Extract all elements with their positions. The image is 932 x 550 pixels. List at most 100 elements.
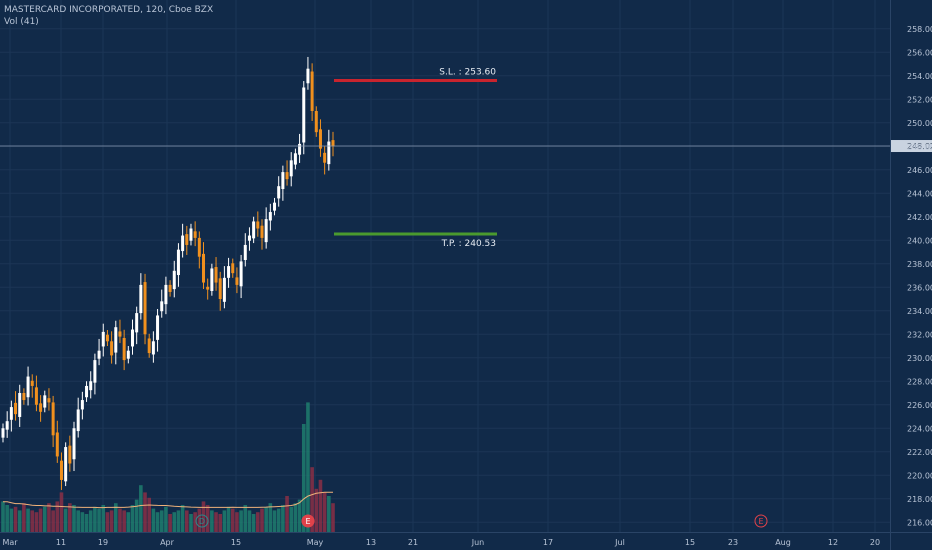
volume-bar: [26, 508, 30, 532]
candle-body: [101, 331, 105, 347]
candle-body: [51, 402, 55, 436]
volume-bar: [59, 492, 64, 532]
x-tick-label: Mar: [2, 538, 18, 547]
y-tick-label: 224.00: [907, 424, 932, 433]
candle-body: [68, 445, 72, 464]
volume-bar: [180, 505, 185, 532]
dividend-marker[interactable]: [195, 514, 209, 528]
x-tick-label: 23: [728, 538, 738, 547]
y-tick-label: 256.00: [907, 48, 932, 57]
candle-body: [139, 284, 143, 314]
volume-bar: [306, 402, 310, 532]
candle-body: [114, 327, 118, 353]
candle-body: [247, 235, 251, 241]
candle-body: [135, 313, 139, 333]
volume-bar: [118, 508, 122, 532]
x-tick-label: 11: [56, 538, 66, 547]
y-tick-label: 238.00: [907, 260, 932, 269]
current-price-label: 248.02: [907, 142, 932, 151]
volume-bar: [168, 514, 172, 532]
x-tick-label: 19: [98, 538, 108, 547]
candle-body: [310, 71, 314, 111]
symbol-title[interactable]: MASTERCARD INCORPORATED, 120, Cboe BZX: [4, 5, 214, 15]
volume-bar: [155, 512, 160, 532]
y-tick-label: 222.00: [907, 448, 932, 457]
x-tick-label: Jun: [471, 538, 485, 547]
candle-body: [1, 428, 5, 438]
volume-bar: [293, 503, 298, 532]
candle-body: [64, 447, 68, 482]
candle-body: [26, 376, 30, 398]
volume-bar: [76, 510, 80, 532]
volume-bar: [331, 503, 335, 532]
volume-bar: [297, 499, 302, 532]
take-profit-label: T.P. : 240.53: [441, 239, 496, 249]
volume-bar: [268, 503, 273, 532]
volume-bar: [210, 510, 214, 532]
volume-bar: [184, 510, 189, 532]
candle-body: [302, 87, 306, 143]
candle-body: [181, 235, 185, 252]
candle-body: [314, 111, 318, 133]
candle-body: [197, 237, 201, 257]
x-tick-label: Jul: [614, 538, 625, 547]
volume-indicator-label[interactable]: Vol (41): [4, 17, 39, 27]
volume-bar: [84, 514, 89, 532]
chart-legend: MASTERCARD INCORPORATED, 120, Cboe BZX V…: [4, 4, 213, 28]
candle-body: [214, 267, 218, 283]
candle-body: [93, 360, 97, 383]
candle-body: [105, 334, 109, 342]
volume-bar: [109, 510, 114, 532]
y-tick-label: 248.00: [907, 142, 932, 151]
volume-bar: [97, 508, 101, 532]
volume-bar: [159, 510, 164, 532]
volume-bar: [201, 501, 206, 532]
candle-body: [222, 277, 226, 302]
candle-body: [30, 380, 34, 386]
earnings-marker[interactable]: [301, 514, 315, 528]
x-tick-label: May: [307, 538, 324, 547]
volume-bar: [134, 499, 139, 532]
volume-bar: [122, 510, 126, 532]
volume-bar: [93, 506, 97, 532]
candle-body: [47, 398, 51, 403]
candle-body: [80, 400, 84, 410]
x-tick-label: 15: [685, 538, 695, 547]
candle-body: [327, 141, 331, 165]
volume-bar: [314, 488, 319, 532]
volume-bar: [17, 510, 22, 532]
earnings-marker[interactable]: [754, 514, 768, 528]
y-tick-label: 258.00: [907, 25, 932, 34]
candle-body: [318, 129, 322, 149]
volume-bar: [68, 503, 72, 532]
volume-bar: [285, 496, 289, 532]
volume-bar: [47, 503, 51, 532]
x-tick-label: 15: [231, 538, 241, 547]
candle-body: [55, 432, 59, 457]
candle-body: [268, 212, 272, 221]
volume-bar: [143, 492, 147, 532]
volume-bar: [151, 508, 156, 532]
candle-body: [85, 385, 89, 398]
x-tick-label: 13: [366, 538, 376, 547]
stop-loss-label: S.L. : 253.60: [439, 67, 496, 77]
volume-bar: [264, 506, 268, 532]
candle-body: [306, 68, 310, 84]
candle-body: [176, 249, 180, 276]
candle-body: [235, 277, 239, 285]
volume-bar: [222, 510, 227, 532]
y-tick-label: 254.00: [907, 72, 932, 81]
candle-body: [43, 395, 47, 408]
candle-body: [5, 421, 9, 430]
volume-bar: [1, 501, 5, 532]
volume-bar: [243, 505, 248, 532]
volume-bar: [9, 508, 14, 532]
candle-body: [331, 140, 335, 147]
y-tick-label: 252.00: [907, 95, 932, 104]
volume-bar: [276, 508, 281, 532]
candle-body: [164, 284, 168, 305]
y-tick-label: 228.00: [907, 377, 932, 386]
price-levels: 248.02 S.L. : 253.60 T.P. : 240.53: [0, 67, 932, 249]
